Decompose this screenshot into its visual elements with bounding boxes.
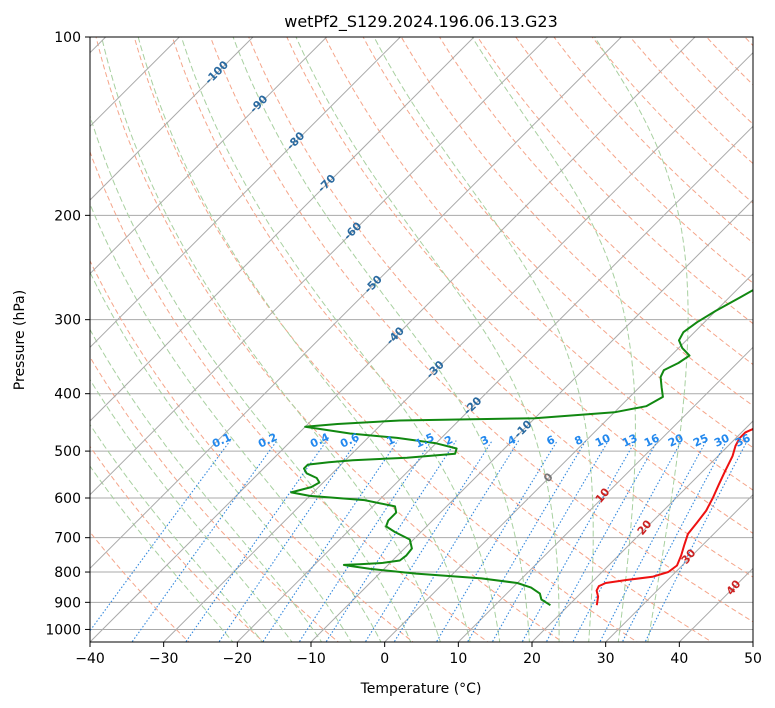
moist-adiabat (232, 37, 530, 642)
isotherm (90, 37, 696, 642)
mixing-ratio-line (466, 440, 587, 642)
dry-adiabat (209, 37, 753, 623)
dry-adiabat (95, 37, 564, 642)
y-axis: 100 200 300 400 500 600 700 800 900 1000 (45, 30, 90, 638)
x-tick-label: 20 (523, 651, 541, 667)
plot-area (90, 37, 753, 642)
moist-adiabat (90, 202, 382, 642)
moist-adiabat (90, 465, 234, 642)
x-tick-label: −20 (223, 651, 253, 667)
isotherm (90, 37, 328, 275)
isotherm (605, 493, 753, 642)
mixing-ratio-line (364, 440, 493, 642)
temperature-profile-line (595, 427, 753, 606)
dewpoint-profile-line (290, 288, 753, 607)
y-tick-label: 300 (54, 313, 81, 329)
y-tick-label: 1000 (45, 622, 81, 638)
mixing-ratio-line (435, 440, 558, 642)
mixing-ratio-label: 13 (620, 431, 639, 449)
x-tick-label: 40 (670, 651, 688, 667)
isotherms (90, 37, 753, 642)
y-tick-label: 100 (54, 30, 81, 46)
moist-adiabat (90, 328, 323, 642)
y-tick-label: 600 (54, 491, 81, 507)
mixing-ratio-line (572, 440, 683, 642)
isotherm (236, 125, 753, 642)
dry-adiabat (248, 37, 753, 578)
y-tick-label: 900 (54, 595, 81, 611)
dry-adiabat (515, 37, 753, 284)
isotherm (90, 37, 475, 422)
x-axis: −40 −30 −20 −10 0 10 20 30 40 50 (75, 642, 762, 667)
x-tick-label: 10 (449, 651, 467, 667)
dry-adiabat (438, 37, 753, 366)
y-tick-label: 500 (54, 444, 81, 460)
mixing-ratio-label: 36 (733, 431, 753, 449)
x-tick-label: 30 (597, 651, 615, 667)
mixing-ratio-line (644, 440, 748, 642)
isotherm (90, 37, 401, 349)
dry-adiabat (591, 37, 753, 204)
x-tick-label: −40 (75, 651, 105, 667)
y-axis-label: Pressure (hPa) (12, 290, 28, 390)
chart-title: wetPf2_S129.2024.196.06.13.G23 (284, 12, 558, 32)
dry-adiabat (90, 531, 190, 642)
moist-adiabat (90, 378, 293, 642)
y-tick-label: 400 (54, 387, 81, 403)
isotherm (90, 37, 254, 201)
isotherm (163, 51, 753, 642)
y-tick-label: 700 (54, 531, 81, 547)
x-tick-label: −30 (149, 651, 179, 667)
isotherm (310, 199, 753, 642)
dry-adiabat (286, 37, 753, 534)
isotherm (457, 346, 753, 642)
x-tick-label: −10 (296, 651, 326, 667)
mixing-ratio-line (545, 440, 659, 642)
moist-adiabat (373, 37, 594, 642)
isotherm (90, 37, 622, 570)
x-tick-label: 50 (744, 651, 762, 667)
mixing-ratio-label: 30 (712, 431, 732, 449)
x-tick-label: 0 (380, 651, 389, 667)
mixing-ratio-label: 16 (642, 431, 662, 449)
mixing-ratio-line (262, 440, 399, 642)
moist-adiabat (295, 37, 560, 642)
y-tick-label: 800 (54, 565, 81, 581)
moist-adiabat (180, 37, 501, 642)
isotherm (90, 37, 549, 496)
mixing-ratio-lines (90, 440, 748, 642)
dry-adiabat (90, 259, 414, 642)
y-tick-label: 200 (54, 208, 81, 224)
isotherm (384, 272, 753, 642)
dry-adiabat (400, 37, 753, 407)
isotherm (531, 420, 753, 642)
mixing-ratio-line (90, 440, 231, 632)
mixing-ratio-line (521, 440, 637, 642)
mixing-ratio-line (491, 440, 609, 642)
x-axis-label: Temperature (°C) (360, 681, 482, 697)
mixing-ratio-label: 20 (666, 431, 686, 449)
mixing-ratio-line (393, 440, 520, 642)
plot-frame (89, 36, 754, 643)
moist-adiabat (90, 114, 412, 642)
moist-adiabat (471, 37, 636, 642)
mixing-ratio-label: 25 (691, 431, 710, 449)
pressure-grid (90, 37, 753, 630)
moist-adiabat (101, 37, 441, 642)
dry-adiabat (90, 445, 265, 642)
moist-adiabat (90, 423, 264, 642)
sounding-lines (290, 288, 753, 607)
dry-adiabat (133, 37, 638, 642)
mixing-ratio-line (218, 440, 358, 642)
moist-adiabat (594, 37, 689, 642)
mixing-ratio-label: 10 (593, 431, 613, 449)
mixing-ratio-line (185, 440, 328, 642)
